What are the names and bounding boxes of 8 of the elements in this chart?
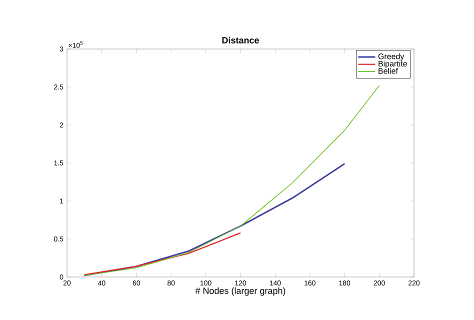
chart-title: Distance: [222, 36, 259, 44]
legend-label: Greedy: [378, 53, 404, 61]
x-axis-title: # Nodes (larger graph): [195, 287, 286, 296]
line-series: [84, 232, 242, 276]
legend-label: Bipartite: [378, 60, 407, 68]
line-series: [84, 85, 380, 276]
legend-label: Belief: [378, 68, 398, 74]
line-series: [84, 163, 346, 276]
